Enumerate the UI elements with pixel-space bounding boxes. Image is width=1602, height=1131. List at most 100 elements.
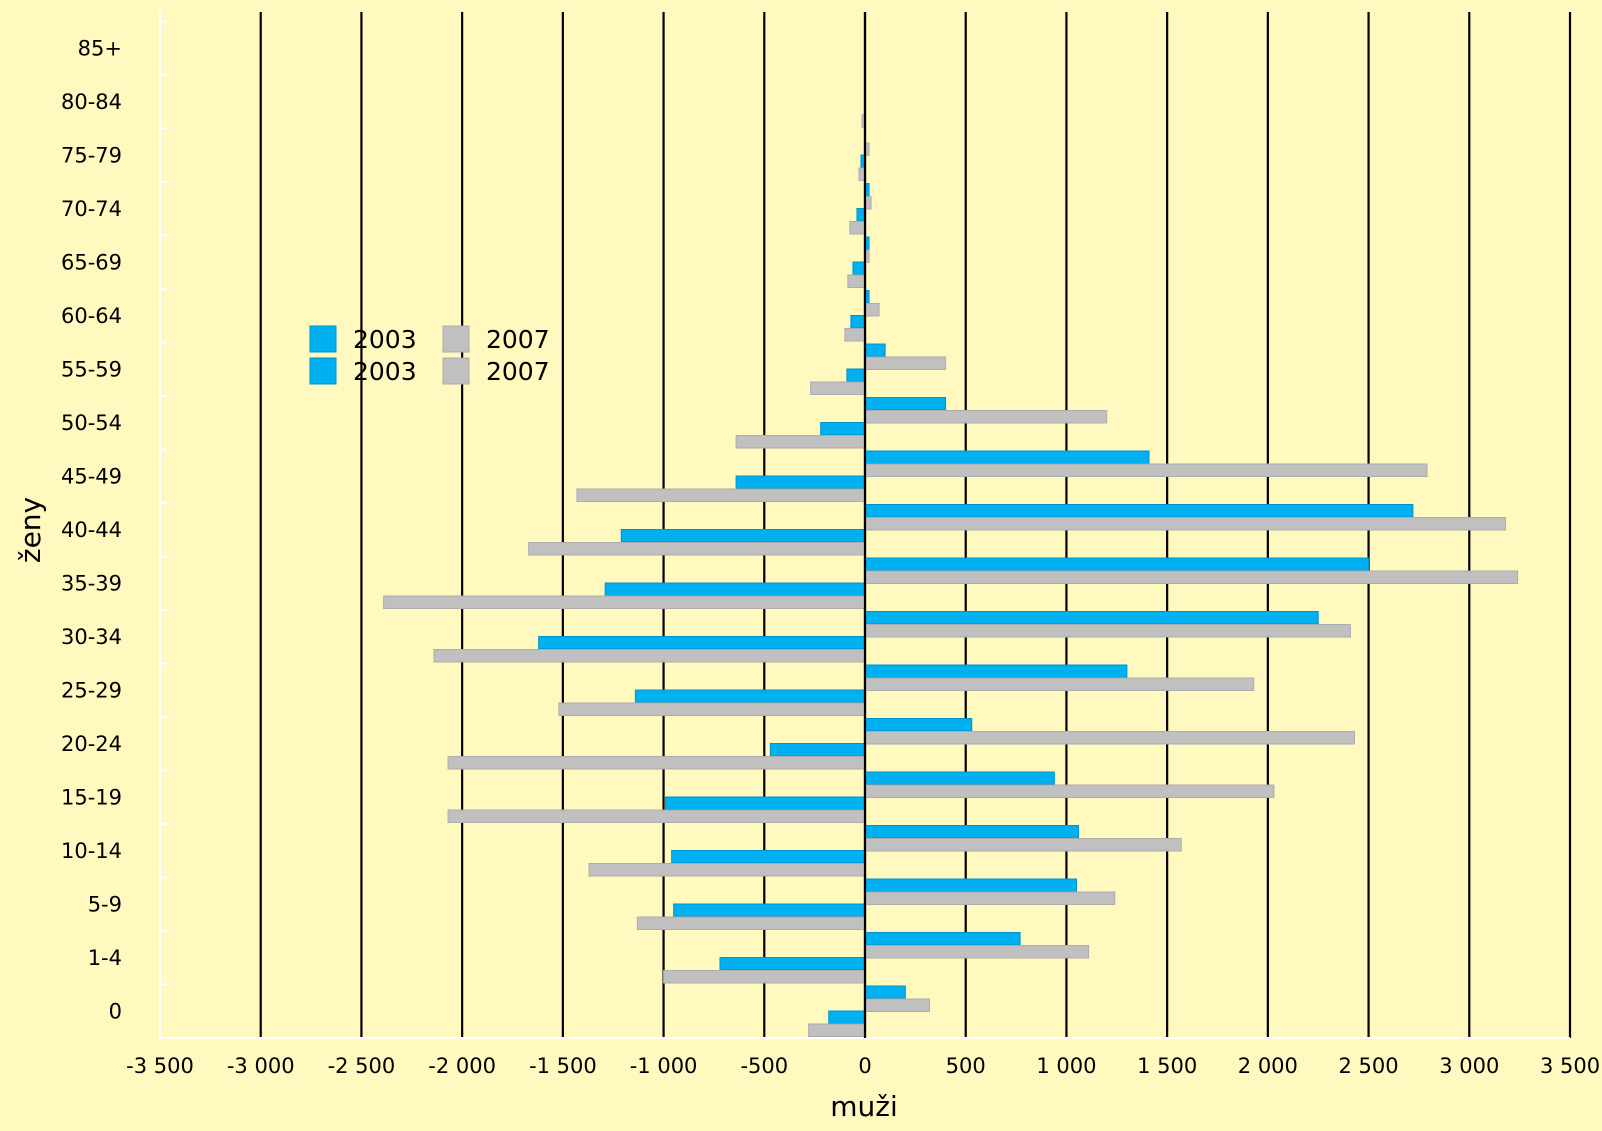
bar-women-2003-70-74 [856,208,866,222]
bar-women-2007-35-39 [383,595,866,609]
x-tick-label: 0 [858,1054,871,1078]
bar-women-2007-5-9 [636,916,866,930]
bar-men-2003-20-24 [864,718,973,732]
x-tick-label: -1 500 [529,1054,597,1078]
bar-women-2007-70-74 [849,221,866,235]
y-tick-label: 80-84 [61,90,122,114]
legend-swatch-2003 [309,325,337,353]
y-tick-label: 60-64 [61,304,122,328]
bar-men-2003-0 [864,985,906,999]
y-tick-label: 50-54 [61,411,122,435]
x-tick-label: 2 500 [1339,1054,1399,1078]
bar-women-2007-15-19 [447,809,866,823]
legend-label-2003: 2003 [353,325,417,354]
bar-women-2007-0 [808,1023,866,1037]
bar-men-2003-10-14 [864,825,1080,839]
bar-women-2007-30-34 [433,649,866,663]
y-tick-label: 0 [109,999,122,1023]
bar-men-2007-60-64 [864,303,880,317]
x-tick-label: -3 000 [227,1054,295,1078]
bar-men-2007-25-29 [864,677,1255,691]
y-tick-label: 45-49 [61,464,122,488]
bar-men-2003-40-44 [864,504,1414,518]
bar-men-2007-35-39 [864,570,1519,584]
bar-men-2007-20-24 [864,731,1355,745]
bar-women-2003-10-14 [671,850,866,864]
bar-men-2007-45-49 [864,463,1428,477]
y-tick-label: 35-39 [61,571,122,595]
y-tick-label: 55-59 [61,357,122,381]
bar-women-2003-1-4 [719,957,866,971]
bar-women-2007-65-69 [847,274,866,288]
y-tick-label: 1-4 [88,946,122,970]
y-tick-label: 5-9 [88,892,122,916]
bar-women-2007-40-44 [528,542,866,556]
bar-women-2003-30-34 [538,636,866,650]
bar-men-2007-5-9 [864,891,1116,905]
y-tick-label: 85+ [78,36,122,60]
bar-women-2007-25-29 [558,702,866,716]
bar-women-2007-45-49 [576,488,866,502]
y-tick-label: 20-24 [61,732,122,756]
y-tick-label: 10-14 [61,839,122,863]
legend-label-2007: 2007 [486,357,550,386]
bar-men-2003-15-19 [864,771,1055,785]
bar-men-2007-15-19 [864,784,1275,798]
legend-label-2007: 2007 [486,325,550,354]
y-tick-label: 30-34 [61,625,122,649]
x-tick-label: 2 000 [1238,1054,1298,1078]
x-tick-label: 1 000 [1036,1054,1096,1078]
x-tick-label: -2 500 [328,1054,396,1078]
bar-women-2003-55-59 [846,368,866,382]
axes-layer: -3 500 -3 000 -2 500 -2 000 -1 500 -1 000 -500… [61,12,1600,1078]
y-tick-label: 15-19 [61,785,122,809]
bar-women-2003-60-64 [850,315,866,329]
bar-women-2003-20-24 [769,743,866,757]
y-tick-label: 40-44 [61,518,122,542]
x-tick-label: -3 500 [126,1054,194,1078]
legend-swatch-2003 [309,357,337,385]
x-tick-label: -1 000 [630,1054,698,1078]
bar-women-2003-40-44 [620,529,866,543]
bar-men-2007-0 [864,998,930,1012]
bar-men-2007-10-14 [864,838,1182,852]
x-axis-title: muži [830,1090,898,1123]
bar-women-2003-0 [828,1010,866,1024]
bar-women-2007-1-4 [663,970,866,984]
x-tick-label: 1 500 [1137,1054,1197,1078]
y-tick-label: 65-69 [61,250,122,274]
y-tick-label: 25-29 [61,678,122,702]
bar-women-2003-50-54 [820,422,866,436]
legend-swatch-2007 [442,325,470,353]
legend: 2003 2007 2003 2007 [309,325,550,386]
bar-men-2007-1-4 [864,945,1090,959]
x-tick-label: -500 [740,1054,788,1078]
bar-men-2007-50-54 [864,410,1108,424]
bar-men-2003-1-4 [864,932,1021,946]
bar-men-2007-30-34 [864,624,1351,638]
legend-label-2003: 2003 [353,357,417,386]
bar-women-2003-25-29 [634,689,866,703]
bar-men-2003-30-34 [864,611,1319,625]
bar-women-2007-50-54 [735,435,866,449]
bar-women-2007-10-14 [588,863,866,877]
bar-women-2007-55-59 [810,381,866,395]
bar-men-2003-25-29 [864,664,1128,678]
x-tick-label: 3 000 [1439,1054,1499,1078]
bar-men-2007-55-59 [864,356,947,370]
bar-women-2003-65-69 [852,261,866,275]
bar-women-2003-5-9 [673,903,866,917]
x-tick-label: -2 000 [428,1054,496,1078]
bars-layer [383,114,1519,1037]
y-tick-label: 75-79 [61,143,122,167]
bar-women-2003-35-39 [604,582,866,596]
legend-swatch-2007 [442,357,470,385]
y-axis-title: ženy [14,497,47,563]
bar-men-2003-5-9 [864,878,1077,892]
bar-women-2007-20-24 [447,756,866,770]
bar-men-2003-50-54 [864,397,947,411]
bar-men-2007-40-44 [864,517,1507,531]
bar-men-2003-45-49 [864,450,1150,464]
